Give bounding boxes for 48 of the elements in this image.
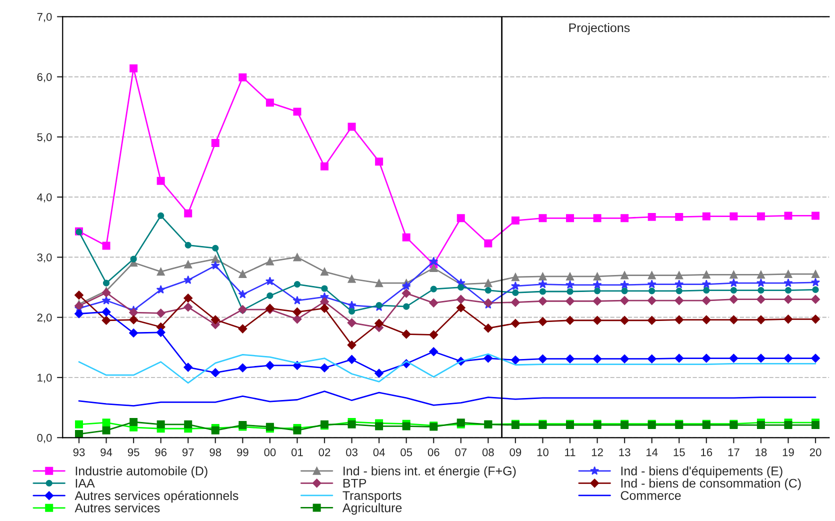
- x-tick-label: 95: [128, 448, 140, 456]
- x-tick-label: 08: [482, 448, 494, 456]
- x-tick-label: 13: [619, 448, 630, 456]
- x-tick-label: 06: [428, 448, 440, 456]
- x-tick-label: 00: [264, 448, 276, 456]
- legend-label: Agriculture: [342, 503, 402, 515]
- x-tick-label: 16: [701, 448, 712, 456]
- y-tick-label: 1,0: [38, 374, 52, 383]
- y-tick-label: 7,0: [37, 12, 52, 22]
- x-tick-label: 98: [210, 448, 222, 456]
- x-tick-label: 15: [674, 448, 685, 456]
- y-tick-label: 6,0: [37, 73, 52, 82]
- x-tick-label: 94: [100, 448, 112, 456]
- x-tick-label: 10: [537, 448, 548, 456]
- legend-label: Ind - biens de consommation (C): [621, 478, 801, 490]
- y-tick-label: 5,0: [37, 133, 52, 142]
- y-tick-label: 0,0: [37, 434, 52, 444]
- legend-label: Industrie automobile (D): [76, 466, 208, 478]
- legend-label: IAA: [76, 478, 95, 488]
- x-tick-label: 96: [155, 448, 167, 456]
- legend-label: Commerce: [620, 491, 681, 500]
- x-tick-label: 11: [565, 448, 576, 456]
- x-tick-label: 19: [782, 448, 794, 456]
- legend-label: Ind - biens d'équipements (E): [621, 466, 782, 478]
- x-tick-label: 99: [237, 448, 248, 456]
- x-tick-label: 14: [646, 448, 658, 456]
- legend-label: BTP: [343, 478, 366, 488]
- y-tick-label: 4,0: [37, 193, 52, 203]
- legend-label: Transports: [342, 491, 402, 502]
- y-tick-label: 2,0: [37, 314, 52, 323]
- x-tick-label: 12: [592, 448, 603, 456]
- legend-label: Autres services: [74, 503, 160, 512]
- x-tick-label: 09: [510, 448, 522, 456]
- x-tick-label: 03: [346, 448, 358, 456]
- x-tick-label: 17: [728, 448, 740, 456]
- x-tick-label: 97: [182, 448, 194, 456]
- x-tick-label: 05: [400, 448, 412, 456]
- x-tick-label: 18: [756, 448, 767, 456]
- y-tick-label: 3,0: [37, 253, 52, 263]
- x-tick-label: 01: [291, 448, 303, 456]
- x-tick-label: 93: [73, 448, 85, 456]
- x-tick-label: 02: [318, 448, 330, 456]
- x-tick-label: 04: [373, 448, 385, 456]
- legend-label: Autres services opérationnels: [74, 490, 238, 503]
- legend-label: Ind - biens int. et énergie (F+G): [344, 466, 516, 478]
- x-tick-label: 20: [810, 448, 822, 456]
- x-tick-label: 07: [455, 448, 467, 456]
- annotation: Projections: [569, 22, 630, 35]
